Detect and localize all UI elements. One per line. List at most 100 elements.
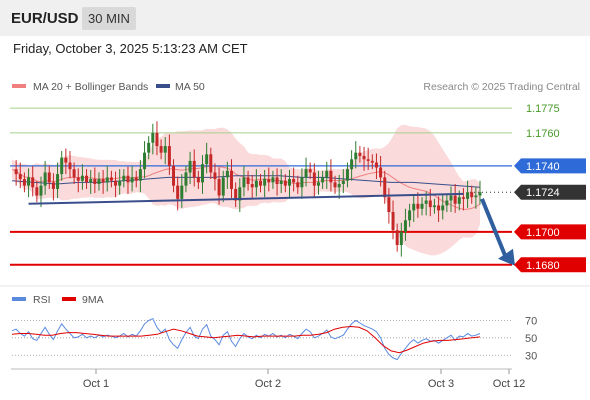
candle-body [60,157,64,175]
candle-body [205,154,209,165]
level-label-1.1760: 1.1760 [526,128,560,140]
candle-body [254,180,258,188]
candle-body [176,185,180,199]
candle-body [308,169,312,173]
x-tick-label: Oct 1 [83,378,109,390]
copyright: Research © 2025 Trading Central [423,81,580,93]
x-axis-ticks: Oct 1 Oct 2 Oct 3 Oct 12 [83,369,525,390]
candle-body [234,188,238,201]
candles [14,121,482,257]
candle-body [383,177,387,198]
candle-body [337,184,341,188]
candle-body [85,175,89,183]
candle-body [76,177,80,181]
candle-body [432,205,436,208]
candle-body [180,185,184,199]
ma50-path [11,175,481,188]
candle-body [213,172,217,180]
candle-body [312,172,316,186]
candle-body [416,203,420,209]
bb-legend-label: MA 20 + Bollinger Bands [33,81,148,93]
candle-body [428,200,432,208]
candle-body [217,179,221,196]
candle-body [134,177,138,181]
candle-body [258,180,262,186]
candle-body [366,159,370,161]
candle-body [292,179,296,183]
candle-body [109,177,113,181]
candle-body [387,197,391,213]
candle-body [18,174,22,180]
candle-body [97,179,101,184]
candle-body [35,187,39,196]
rsi-panel: 70 50 30 [11,315,537,362]
level-tag-1.1724 [514,184,586,200]
candle-body [379,167,383,178]
rsi-tick-50: 50 [525,333,537,345]
level-tag-1.1740 [514,158,586,174]
rsi-ma-line [11,325,481,354]
ma50-legend-label: MA 50 [175,81,205,93]
candle-body [412,203,416,211]
x-tick-label: Oct 3 [428,378,454,390]
candle-body [263,179,267,186]
header-bar: EUR/USD 30 MIN [0,0,590,36]
candle-body [242,177,246,188]
candle-body [461,197,465,199]
candle-body [345,169,349,181]
candle-body [31,177,35,188]
candle-body [201,164,205,183]
candle-body [457,197,461,204]
candle-body [437,205,441,211]
candle-body [420,203,424,209]
candle-body [403,220,407,232]
candle-body [64,157,68,163]
candle-body [374,162,378,168]
candle-body [122,175,126,181]
candle-body [478,192,482,196]
candle-body [196,177,200,183]
x-tick-label: Oct 2 [255,378,281,390]
candle-body [466,192,470,199]
timeframe-badge[interactable]: 30 MIN [82,7,136,30]
symbol-label: EUR/USD [11,10,79,27]
candle-body [143,152,147,170]
bb-legend-swatch [12,84,26,88]
candle-body [470,192,474,198]
candle-body [230,170,234,189]
candle-body [271,177,275,183]
candle-body [184,172,188,186]
ma50-legend-swatch [156,84,170,88]
level-label-1.1775: 1.1775 [526,103,560,115]
ma20-line [11,165,481,210]
candle-body [316,182,320,186]
rsi-tick-70: 70 [525,315,537,327]
candle-body [47,172,51,183]
rsi-line [11,317,481,361]
candle-body [370,160,374,163]
candle-body [159,146,163,153]
timestamp: Friday, October 3, 2025 5:13:23 AM CET [13,41,248,56]
candle-body [250,184,254,188]
bollinger-band-area [12,124,480,256]
candle-body [167,146,171,166]
candle-body [14,169,18,175]
candle-body [163,146,167,153]
candle-body [101,179,105,183]
trendline [28,192,464,205]
candle-body [56,174,60,189]
candle-body [321,177,325,183]
candle-body [89,179,93,183]
support-trendline [28,192,464,205]
candle-body [80,175,84,181]
candle-body [283,180,287,186]
level-tag-1.1700 [514,224,586,240]
candle-body [246,177,250,184]
rsi-legend-swatch [12,297,26,301]
candle-body [395,230,399,246]
level-label-1.1740: 1.1740 [526,161,560,173]
candle-body [408,210,412,221]
candle-body [358,152,362,156]
candle-body [354,152,358,160]
